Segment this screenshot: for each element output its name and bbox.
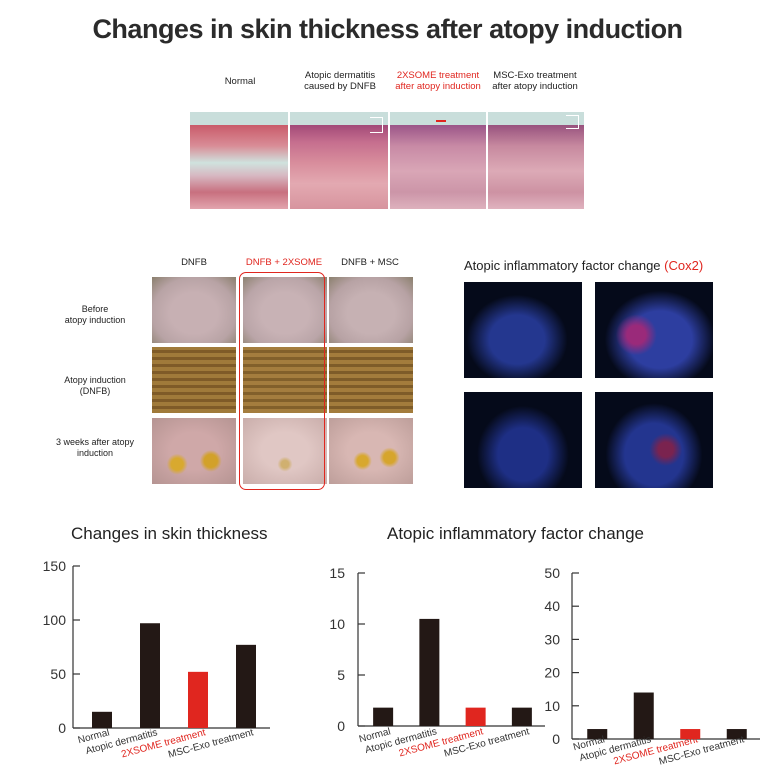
y-tick-label: 150 [43,558,67,574]
chart-title-right: Atopic inflammatory factor change [387,524,645,543]
photo-row-label-before-line2: atopy induction [64,315,126,325]
y-tick-label: 50 [50,666,66,682]
photo-row-label-induction: Atopy induction (DNFB) [40,375,150,397]
bar [140,623,160,728]
y-tick-label: 5 [337,667,345,683]
photo-row-label-3weeks-line1: 3 weeks after atopy [55,437,135,447]
cox2-image-3 [464,392,582,488]
highlight-frame-2xsome [239,272,325,490]
bar [236,644,256,728]
photo-row-label-induction-line2: (DNFB) [79,386,111,396]
photo-column-2xsome: DNFB + 2XSOME [245,257,323,268]
histology-label-2xsome-line2: after atopy induction [395,81,481,92]
histology-label-2xsome: 2XSOME treatment after atopy induction [388,70,488,92]
photo-2xsome-before [243,277,327,343]
cox2-image-1 [464,282,582,378]
photo-msc-induction [329,347,413,413]
bar [726,729,747,739]
photo-column-msc: DNFB + MSC [341,257,399,268]
bar [373,707,394,726]
y-tick-label: 30 [544,631,560,647]
cox2-image-2 [595,282,713,378]
bar [92,711,112,728]
histology-label-2xsome-line1: 2XSOME treatment [396,70,480,81]
bar [419,618,440,726]
photo-dnfb-before [152,277,236,343]
cox2-image-4 [595,392,713,488]
histology-image-mscexo [488,112,584,209]
photo-row-label-3weeks: 3 weeks after atopy induction [40,437,150,459]
photo-2xsome-induction [243,347,327,413]
y-tick-label: 0 [337,718,345,734]
histology-label-mscexo-line2: after atopy induction [492,81,578,92]
bar [511,707,532,726]
photo-row-label-3weeks-line2: induction [76,448,114,458]
bar [587,729,608,739]
inflammation-images-title-highlight: (Cox2) [664,258,704,273]
inflammation-images-title: Atopic inflammatory factor change (Cox2) [464,258,703,273]
inflammation-images-title-text: Atopic inflammatory factor change [464,258,661,273]
photo-row-label-before-line1: Before [81,304,109,314]
photo-column-dnfb: DNFB [181,257,207,268]
histology-label-mscexo: MSC-Exo treatment after atopy induction [485,70,585,92]
photo-row-label-induction-line1: Atopy induction [64,375,126,385]
chart-title-left: Changes in skin thickness [71,524,268,543]
histology-label-normal-line1: Normal [224,76,256,87]
photo-msc-before [329,277,413,343]
y-tick-label: 15 [329,565,345,581]
y-tick-label: 100 [43,612,67,628]
histology-label-atopic-line1: Atopic dermatitis [304,70,376,81]
y-tick-label: 10 [544,698,560,714]
photo-row-label-before: Before atopy induction [40,304,150,326]
y-tick-label: 0 [552,731,560,747]
bar [465,707,486,726]
histology-image-atopic [290,112,388,209]
photo-dnfb-3weeks [152,418,236,484]
histology-label-mscexo-line1: MSC-Exo treatment [493,70,577,81]
bar [680,729,701,739]
histology-label-atopic: Atopic dermatitis caused by DNFB [290,70,390,92]
bar [188,671,208,728]
photo-msc-3weeks [329,418,413,484]
y-tick-label: 20 [544,665,560,681]
histology-label-normal: Normal [192,76,288,87]
y-tick-label: 40 [544,598,560,614]
page-title: Changes in skin thickness after atopy in… [92,14,683,44]
photo-dnfb-induction [152,347,236,413]
y-tick-label: 50 [544,565,560,581]
photo-2xsome-3weeks [243,418,327,484]
histology-image-normal [190,112,288,209]
histology-label-atopic-line2: caused by DNFB [304,81,376,92]
histology-image-2xsome [390,112,486,209]
bar [633,692,654,739]
y-tick-label: 0 [58,720,66,736]
y-tick-label: 10 [329,616,345,632]
